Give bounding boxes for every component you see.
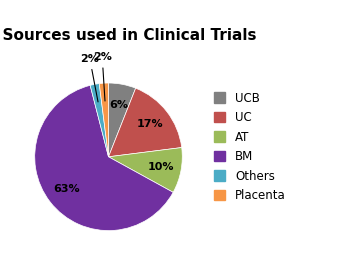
Wedge shape	[108, 83, 136, 157]
Text: 10%: 10%	[147, 162, 174, 172]
Text: 63%: 63%	[53, 184, 80, 194]
Wedge shape	[99, 83, 108, 157]
Wedge shape	[108, 148, 182, 192]
Title: MSC Sources used in Clinical Trials: MSC Sources used in Clinical Trials	[0, 28, 257, 43]
Text: 17%: 17%	[137, 119, 164, 129]
Wedge shape	[90, 84, 108, 157]
Legend: UCB, UC, AT, BM, Others, Placenta: UCB, UC, AT, BM, Others, Placenta	[209, 87, 290, 207]
Text: 6%: 6%	[109, 100, 128, 109]
Text: 2%: 2%	[80, 54, 99, 102]
Wedge shape	[108, 88, 182, 157]
Wedge shape	[35, 85, 173, 230]
Text: 2%: 2%	[93, 52, 112, 101]
